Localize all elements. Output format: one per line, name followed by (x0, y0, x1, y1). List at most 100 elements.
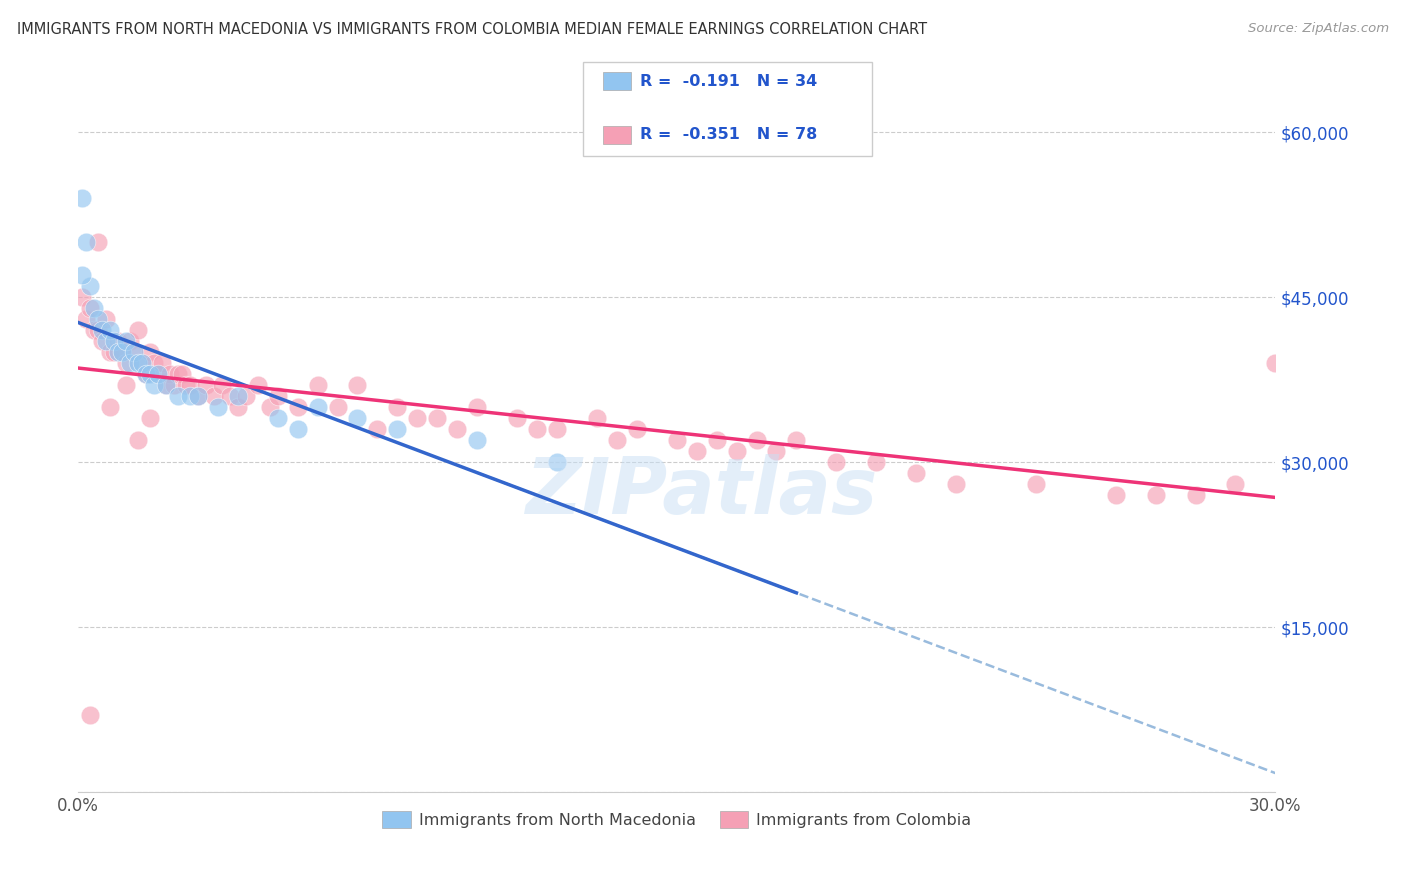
Point (211, 378, 233, 392)
Point (825, 455, 848, 469)
Point (122, 345, 145, 359)
Point (142, 356, 165, 370)
Point (150, 356, 173, 370)
Point (187, 389, 209, 403)
Point (118, 334, 141, 349)
Point (1264, 356, 1286, 370)
Point (163, 378, 186, 392)
Point (745, 434, 768, 448)
Text: R =  -0.191   N = 34: R = -0.191 N = 34 (640, 74, 817, 88)
Point (79, 301, 101, 316)
Point (146, 368, 169, 382)
Point (202, 389, 225, 403)
Point (103, 345, 125, 359)
Point (194, 378, 217, 392)
Point (1025, 477, 1047, 491)
Point (167, 389, 190, 403)
Point (686, 444, 709, 458)
Point (905, 467, 928, 481)
Point (259, 401, 281, 415)
Point (326, 401, 349, 415)
Point (366, 422, 388, 436)
Point (546, 455, 568, 469)
Point (111, 345, 134, 359)
Text: Source: ZipAtlas.com: Source: ZipAtlas.com (1249, 22, 1389, 36)
Point (131, 356, 153, 370)
Point (226, 401, 249, 415)
Point (266, 411, 288, 425)
Point (174, 378, 197, 392)
Point (127, 356, 149, 370)
Point (1105, 488, 1128, 502)
Text: R =  -0.351   N = 78: R = -0.351 N = 78 (640, 128, 817, 142)
Point (70, 191, 93, 205)
Point (167, 368, 190, 382)
Point (79, 708, 101, 723)
Point (426, 411, 449, 425)
Point (83, 323, 105, 337)
Point (346, 378, 368, 392)
Point (111, 345, 134, 359)
Point (139, 368, 162, 382)
Point (159, 368, 181, 382)
Point (706, 434, 728, 448)
Point (406, 411, 429, 425)
Point (79, 279, 101, 293)
Text: ZIPatlas: ZIPatlas (524, 454, 877, 530)
Point (307, 378, 329, 392)
Point (139, 411, 162, 425)
Point (207, 401, 229, 415)
Point (115, 334, 138, 349)
Point (1225, 477, 1247, 491)
Point (87, 312, 110, 326)
Point (465, 434, 488, 448)
Legend: Immigrants from North Macedonia, Immigrants from Colombia: Immigrants from North Macedonia, Immigra… (375, 805, 979, 834)
Point (107, 345, 129, 359)
Point (287, 401, 309, 415)
Point (146, 368, 169, 382)
Point (226, 389, 249, 403)
Point (235, 389, 257, 403)
Point (87, 235, 110, 250)
Point (115, 378, 138, 392)
Point (626, 422, 648, 436)
Point (179, 378, 201, 392)
Point (75, 235, 97, 250)
Point (218, 389, 240, 403)
Point (155, 378, 177, 392)
Point (765, 444, 787, 458)
Point (266, 389, 288, 403)
Point (107, 334, 129, 349)
Point (246, 378, 269, 392)
Point (179, 389, 201, 403)
Point (103, 334, 125, 349)
Point (387, 401, 409, 415)
Point (865, 455, 887, 469)
Point (465, 401, 488, 415)
Point (546, 422, 568, 436)
Point (135, 368, 157, 382)
Point (115, 356, 138, 370)
Point (122, 345, 145, 359)
Point (170, 368, 193, 382)
Point (1144, 488, 1167, 502)
Point (387, 422, 409, 436)
Point (785, 434, 807, 448)
Point (139, 345, 162, 359)
Point (127, 434, 149, 448)
Point (98, 323, 121, 337)
Point (665, 434, 688, 448)
Point (446, 422, 468, 436)
Point (87, 323, 110, 337)
Point (98, 401, 121, 415)
Point (91, 323, 114, 337)
Point (127, 323, 149, 337)
Point (945, 477, 967, 491)
Point (98, 345, 121, 359)
Point (287, 422, 309, 436)
Point (187, 389, 209, 403)
Point (75, 312, 97, 326)
Point (346, 411, 368, 425)
Point (142, 378, 165, 392)
Point (94, 312, 117, 326)
